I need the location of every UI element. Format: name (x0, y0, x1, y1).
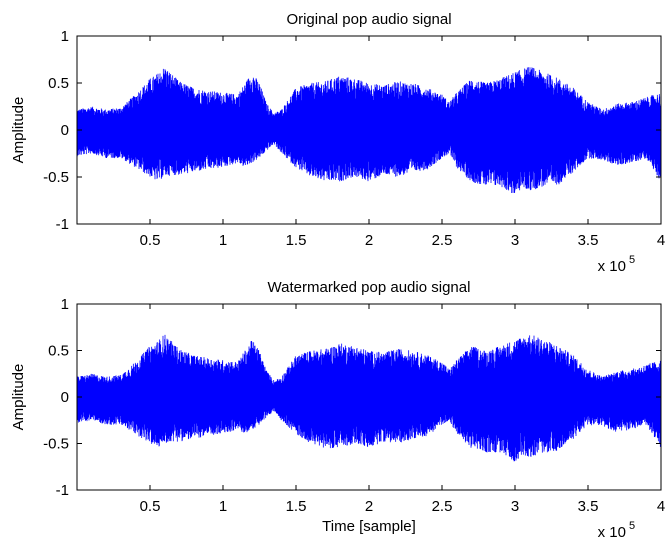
x-tick-label: 3.5 (578, 232, 599, 249)
y-tick-label: 0 (61, 389, 69, 406)
y-tick-label: -1 (56, 216, 69, 233)
x-tick-label: 1 (219, 232, 227, 249)
y-tick-label: 1 (61, 296, 69, 313)
x-tick-label: 2 (365, 232, 373, 249)
x-axis-label: Time [sample] (322, 518, 416, 535)
y-tick-label: -0.5 (43, 436, 69, 453)
y-tick-label: 1 (61, 28, 69, 45)
x-tick-label: 3.5 (578, 498, 599, 515)
chart-title: Original pop audio signal (286, 11, 451, 28)
x-tick-label: 2 (365, 498, 373, 515)
x-tick-label: 2.5 (432, 498, 453, 515)
x-exponent-label: x 10 (598, 524, 626, 541)
y-tick-label: 0 (61, 122, 69, 139)
x-tick-label: 3 (511, 498, 519, 515)
x-tick-label: 2.5 (432, 232, 453, 249)
y-tick-label: 0.5 (48, 343, 69, 360)
x-tick-label: 4 (657, 498, 665, 515)
x-exponent-power: 5 (629, 520, 635, 532)
x-tick-label: 3 (511, 232, 519, 249)
x-tick-label: 0.5 (140, 232, 161, 249)
y-axis-label: Amplitude (10, 97, 27, 164)
y-tick-label: -0.5 (43, 169, 69, 186)
x-tick-label: 0.5 (140, 498, 161, 515)
y-axis-label: Amplitude (10, 364, 27, 431)
chart-title: Watermarked pop audio signal (268, 279, 471, 296)
x-exponent-label: x 10 (598, 258, 626, 275)
x-tick-label: 1.5 (286, 232, 307, 249)
y-tick-label: 0.5 (48, 75, 69, 92)
x-tick-label: 1.5 (286, 498, 307, 515)
x-tick-label: 4 (657, 232, 665, 249)
y-tick-label: -1 (56, 482, 69, 499)
x-tick-label: 1 (219, 498, 227, 515)
x-exponent-power: 5 (629, 254, 635, 266)
